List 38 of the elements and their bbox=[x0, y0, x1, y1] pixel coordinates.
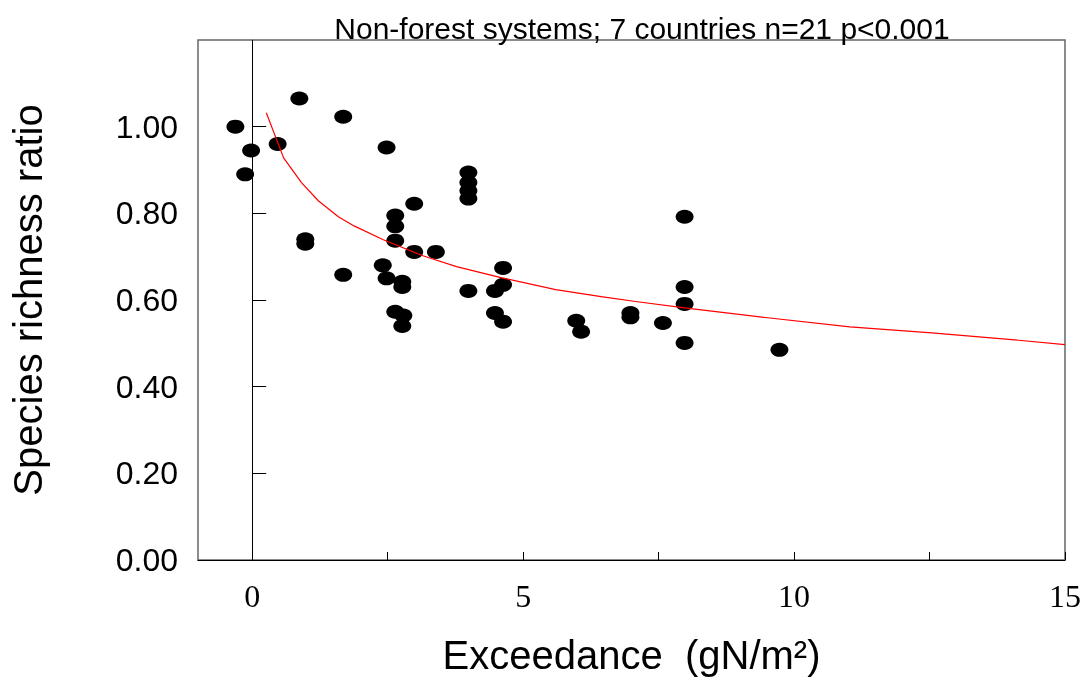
x-tick-label: 0 bbox=[244, 578, 261, 614]
y-tick-label: 0.80 bbox=[115, 195, 178, 232]
point bbox=[459, 283, 478, 298]
chart-title: Non-forest systems; 7 countries n=21 p<0.001 bbox=[334, 11, 950, 45]
point bbox=[290, 91, 309, 106]
point bbox=[567, 313, 586, 328]
point bbox=[675, 209, 694, 224]
point bbox=[373, 258, 392, 273]
point bbox=[675, 280, 694, 294]
x-tick-label: 10 bbox=[778, 578, 811, 614]
point bbox=[494, 314, 513, 329]
point bbox=[386, 219, 405, 234]
point bbox=[242, 143, 261, 158]
x-tick-label: 5 bbox=[515, 578, 532, 614]
y-tick-label: 0.00 bbox=[115, 542, 178, 578]
point bbox=[236, 167, 255, 182]
line-series bbox=[265, 112, 1066, 346]
point bbox=[377, 271, 396, 286]
point bbox=[494, 260, 513, 275]
point bbox=[393, 319, 412, 333]
y-axis-title: Species richness ratio bbox=[6, 104, 50, 496]
y-tick-label: 0.20 bbox=[115, 455, 178, 492]
point bbox=[377, 140, 396, 155]
point bbox=[226, 119, 245, 134]
x-tick-label: 15 bbox=[1049, 578, 1081, 614]
point bbox=[405, 196, 424, 211]
point bbox=[770, 342, 789, 357]
point bbox=[675, 335, 694, 350]
point bbox=[334, 109, 353, 124]
x-axis-title: Exceedance (gN/m²) bbox=[442, 633, 821, 677]
point bbox=[426, 244, 445, 259]
point bbox=[485, 283, 504, 298]
point bbox=[334, 267, 353, 282]
point bbox=[572, 324, 591, 339]
point bbox=[653, 315, 672, 330]
y-tick-label: 0.40 bbox=[115, 368, 178, 405]
y-tick-label: 1.00 bbox=[115, 108, 178, 145]
y-tick-label: 0.60 bbox=[115, 282, 178, 318]
